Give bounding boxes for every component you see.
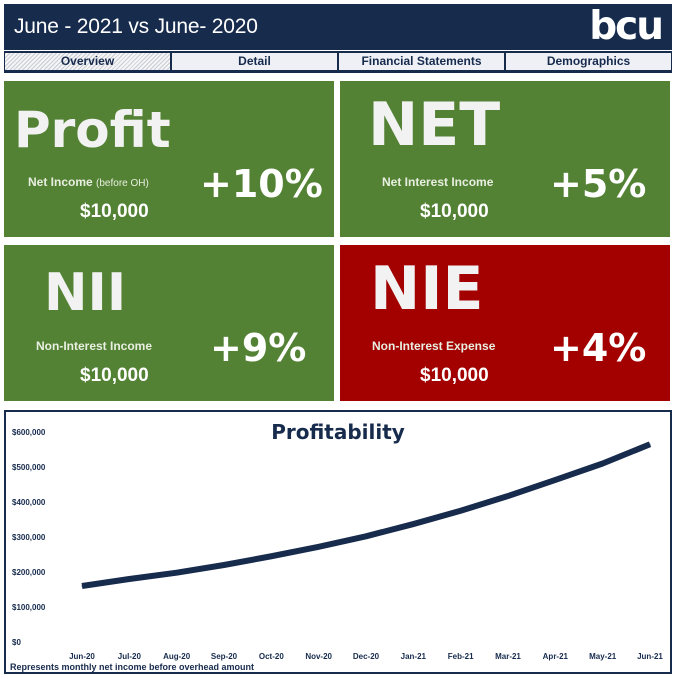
data-point — [412, 523, 414, 525]
data-point — [460, 510, 462, 512]
nii-card: NII Non-Interest Income $10,000 +9% — [4, 245, 334, 401]
y-tick-label: $100,000 — [12, 603, 46, 612]
y-tick-label: $300,000 — [12, 533, 46, 542]
x-tick-label: Jun-21 — [637, 652, 663, 661]
data-point — [507, 495, 509, 497]
data-point — [176, 572, 178, 574]
data-point — [602, 463, 604, 464]
data-point — [270, 555, 272, 557]
chart-footnote: Represents monthly net income before ove… — [10, 662, 255, 672]
data-point — [128, 578, 130, 580]
profit-heading: Profit — [14, 101, 171, 159]
nie-change: +4% — [550, 326, 647, 370]
nie-amount: $10,000 — [420, 365, 489, 386]
tab-overview[interactable]: Overview — [5, 53, 170, 70]
profit-card: Profit Net Income (before OH) $10,000 +1… — [4, 81, 334, 237]
profit-change: +10% — [200, 162, 323, 206]
profit-amount: $10,000 — [80, 201, 149, 222]
net-change: +5% — [550, 162, 647, 206]
y-tick-label: $400,000 — [12, 498, 46, 507]
bcu-logo: bcu — [589, 4, 664, 49]
x-tick-label: Aug-20 — [163, 652, 191, 661]
y-tick-label: $0 — [12, 638, 21, 647]
profitability-line — [81, 441, 652, 589]
x-tick-label: Jul-20 — [118, 652, 142, 661]
x-tick-label: Feb-21 — [448, 652, 474, 661]
x-tick-label: Jan-21 — [401, 652, 427, 661]
net-interest-income-label: Net Interest Income — [382, 175, 494, 189]
x-tick-label: Nov-20 — [305, 652, 332, 661]
nie-heading: NIE — [370, 254, 484, 324]
report-header: June - 2021 vs June- 2020 bcu — [4, 4, 672, 50]
x-tick-label: Jun-20 — [69, 652, 95, 661]
net-amount: $10,000 — [420, 201, 489, 222]
tab-financial-statements[interactable]: Financial Statements — [339, 53, 504, 70]
tab-demographics[interactable]: Demographics — [506, 53, 671, 70]
data-point — [649, 443, 651, 445]
data-point — [81, 585, 83, 587]
data-point — [365, 535, 367, 537]
x-tick-label: Oct-20 — [259, 652, 284, 661]
x-tick-label: May-21 — [589, 652, 617, 661]
y-tick-label: $200,000 — [12, 568, 46, 577]
y-tick-label: $600,000 — [12, 428, 46, 437]
report-title: June - 2021 vs June- 2020 — [14, 15, 258, 38]
net-card: NET Net Interest Income $10,000 +5% — [340, 81, 670, 237]
nii-amount: $10,000 — [80, 365, 149, 386]
net-income-label: Net Income (before OH) — [28, 175, 149, 189]
x-tick-label: Apr-21 — [543, 652, 569, 661]
data-point — [223, 564, 225, 566]
y-tick-label: $500,000 — [12, 463, 46, 472]
tab-bar: Overview Detail Financial Statements Dem… — [4, 51, 672, 73]
data-point — [554, 479, 556, 481]
x-tick-label: Dec-20 — [353, 652, 380, 661]
non-interest-income-label: Non-Interest Income — [36, 339, 153, 353]
nie-card: NIE Non-Interest Expense $10,000 +4% — [340, 245, 670, 401]
nii-change: +9% — [210, 326, 307, 370]
tab-detail[interactable]: Detail — [172, 53, 337, 70]
x-tick-label: Mar-21 — [495, 652, 521, 661]
x-tick-label: Sep-20 — [211, 652, 238, 661]
nii-heading: NII — [44, 263, 127, 323]
net-heading: NET — [368, 90, 501, 160]
chart-title: Profitability — [271, 420, 405, 444]
non-interest-expense-label: Non-Interest Expense — [372, 339, 496, 353]
chart-plot: $0 $100,000 $200,000 $300,000 $400,000 $500,0… — [12, 428, 663, 661]
data-point — [318, 546, 320, 548]
profitability-chart: Profitability $0 $100,000 $200,000 $300,000… — [4, 410, 672, 674]
